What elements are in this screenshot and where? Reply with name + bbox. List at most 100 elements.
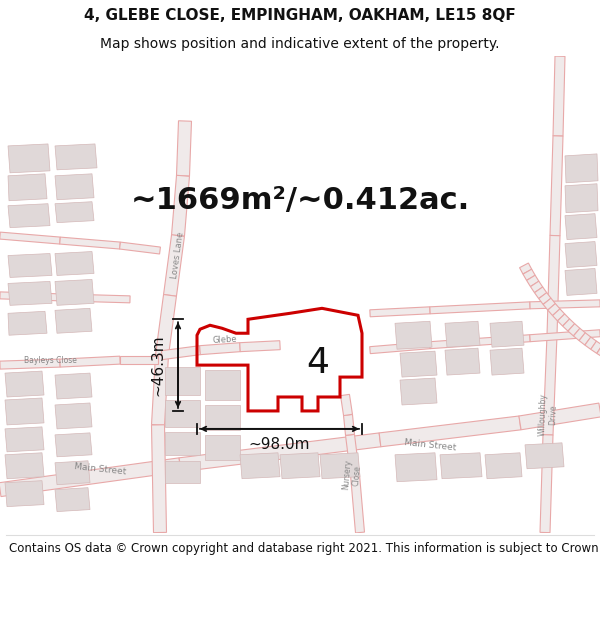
Polygon shape: [525, 443, 564, 469]
Text: Willoughby
Drive: Willoughby Drive: [538, 393, 559, 437]
Text: Main Street: Main Street: [74, 462, 127, 477]
Polygon shape: [591, 341, 600, 353]
Polygon shape: [543, 298, 556, 310]
Polygon shape: [55, 202, 94, 222]
Polygon shape: [430, 302, 530, 314]
Polygon shape: [565, 154, 598, 182]
Polygon shape: [574, 328, 586, 341]
Polygon shape: [240, 452, 280, 479]
Polygon shape: [172, 175, 190, 236]
Polygon shape: [165, 432, 200, 455]
Polygon shape: [0, 458, 181, 497]
Polygon shape: [523, 269, 535, 280]
Text: ~46.3m: ~46.3m: [151, 334, 166, 396]
Polygon shape: [520, 263, 532, 274]
Text: Glebe: Glebe: [212, 335, 238, 346]
Polygon shape: [320, 452, 360, 479]
Polygon shape: [400, 378, 437, 405]
Polygon shape: [553, 309, 565, 321]
Polygon shape: [565, 242, 597, 268]
Polygon shape: [597, 345, 600, 358]
Polygon shape: [200, 342, 241, 354]
Polygon shape: [445, 321, 480, 347]
Polygon shape: [565, 184, 598, 213]
Polygon shape: [205, 435, 240, 460]
Polygon shape: [55, 488, 90, 512]
Polygon shape: [445, 348, 480, 375]
Polygon shape: [370, 342, 430, 354]
Polygon shape: [490, 348, 524, 375]
Polygon shape: [548, 304, 560, 316]
Polygon shape: [60, 356, 120, 367]
Polygon shape: [0, 359, 60, 369]
Polygon shape: [280, 452, 320, 479]
Polygon shape: [152, 355, 169, 425]
Polygon shape: [55, 433, 92, 457]
Polygon shape: [585, 337, 596, 349]
Polygon shape: [152, 425, 166, 532]
Polygon shape: [0, 232, 60, 244]
Polygon shape: [55, 174, 94, 200]
Polygon shape: [565, 269, 597, 296]
Polygon shape: [370, 307, 430, 317]
Text: Map shows position and indicative extent of the property.: Map shows position and indicative extent…: [100, 37, 500, 51]
Polygon shape: [527, 275, 539, 286]
Text: Bayleys Close: Bayleys Close: [23, 356, 76, 364]
Polygon shape: [568, 324, 580, 336]
Polygon shape: [155, 294, 176, 356]
Polygon shape: [165, 400, 200, 427]
Polygon shape: [165, 461, 200, 482]
Polygon shape: [400, 351, 437, 377]
Polygon shape: [164, 235, 184, 296]
Polygon shape: [430, 335, 530, 349]
Polygon shape: [5, 427, 44, 452]
Text: 4, GLEBE CLOSE, EMPINGHAM, OAKHAM, LE15 8QF: 4, GLEBE CLOSE, EMPINGHAM, OAKHAM, LE15 …: [84, 8, 516, 23]
Polygon shape: [8, 204, 50, 228]
Polygon shape: [553, 56, 565, 136]
Polygon shape: [55, 251, 94, 276]
Polygon shape: [539, 292, 551, 304]
Polygon shape: [341, 394, 352, 416]
Polygon shape: [579, 332, 591, 345]
Polygon shape: [55, 403, 92, 429]
Polygon shape: [350, 474, 364, 533]
Polygon shape: [240, 341, 280, 352]
Polygon shape: [440, 452, 482, 479]
Text: 4: 4: [307, 346, 329, 380]
Polygon shape: [543, 335, 557, 435]
Text: ~1669m²/~0.412ac.: ~1669m²/~0.412ac.: [130, 186, 470, 215]
Polygon shape: [176, 121, 191, 176]
Polygon shape: [5, 481, 44, 507]
Polygon shape: [395, 321, 432, 349]
Polygon shape: [161, 346, 200, 359]
Polygon shape: [565, 214, 597, 239]
Polygon shape: [535, 287, 547, 299]
Text: Loves Lane: Loves Lane: [170, 231, 186, 279]
Polygon shape: [165, 367, 200, 395]
Polygon shape: [5, 371, 44, 397]
Polygon shape: [55, 144, 97, 170]
Text: Contains OS data © Crown copyright and database right 2021. This information is : Contains OS data © Crown copyright and d…: [9, 542, 600, 555]
Polygon shape: [557, 314, 569, 326]
Polygon shape: [519, 403, 600, 430]
Polygon shape: [8, 174, 47, 201]
Polygon shape: [205, 370, 240, 400]
Polygon shape: [60, 237, 120, 249]
Polygon shape: [5, 452, 44, 479]
Polygon shape: [119, 242, 160, 254]
Polygon shape: [530, 281, 543, 292]
Polygon shape: [344, 414, 355, 435]
Polygon shape: [5, 398, 44, 425]
Polygon shape: [8, 281, 52, 306]
Polygon shape: [179, 433, 381, 472]
Polygon shape: [530, 300, 600, 309]
Polygon shape: [55, 308, 92, 333]
Polygon shape: [346, 434, 359, 475]
Polygon shape: [550, 136, 563, 236]
Polygon shape: [540, 435, 553, 532]
Polygon shape: [205, 405, 240, 430]
Polygon shape: [55, 373, 92, 399]
Polygon shape: [0, 292, 60, 301]
Text: Main Street: Main Street: [404, 438, 457, 452]
Polygon shape: [485, 452, 522, 479]
